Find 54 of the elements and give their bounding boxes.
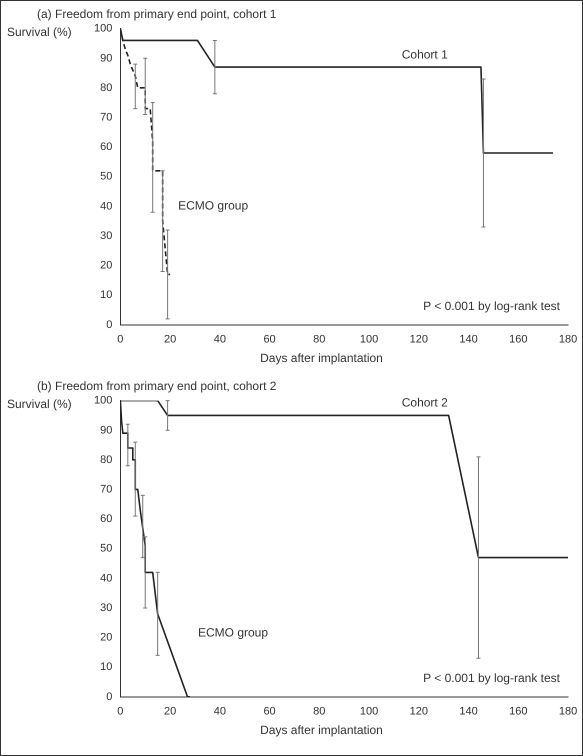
y-tick-label: 40 (100, 572, 112, 584)
x-tick-label: 120 (410, 333, 428, 346)
x-tick-label: 160 (509, 705, 528, 718)
x-tick-label: 140 (459, 705, 478, 718)
x-tick-label: 180 (558, 705, 578, 718)
x-tick-label: 100 (360, 705, 378, 718)
chart-title: (a) Freedom from primary end point, cohort 1 (37, 7, 276, 21)
y-tick-label: 20 (100, 260, 112, 272)
annotation: P < 0.001 by log-rank test (423, 671, 561, 686)
y-tick-label: 60 (100, 141, 112, 154)
y-tick-label: 20 (100, 632, 112, 644)
x-tick-label: 0 (117, 705, 124, 718)
y-tick-label: 10 (100, 289, 112, 302)
series-label: ECMO group (178, 198, 248, 213)
y-tick-label: 90 (100, 52, 112, 64)
y-tick-label: 60 (100, 513, 112, 526)
y-tick-label: 70 (100, 111, 112, 124)
y-tick-label: 80 (100, 82, 112, 94)
x-tick-label: 100 (360, 333, 378, 346)
x-axis-title: Days after implantation (259, 723, 384, 737)
x-tick-label: 60 (263, 333, 276, 346)
x-tick-label: 80 (313, 333, 326, 346)
y-tick-label: 40 (100, 200, 112, 212)
y-tick-label: 30 (100, 230, 112, 242)
x-tick-label: 60 (263, 705, 276, 718)
x-tick-label: 160 (509, 333, 528, 346)
series-label: Cohort 2 (402, 396, 448, 410)
y-tick-label: 90 (100, 424, 112, 436)
chart-title: (b) Freedom from primary end point, cohort 2 (37, 379, 276, 393)
x-tick-label: 20 (164, 705, 176, 718)
y-axis-title: Survival (%) (7, 397, 72, 411)
y-tick-label: 50 (100, 170, 112, 183)
y-tick-label: 10 (100, 661, 112, 674)
y-axis-title: Survival (%) (7, 25, 72, 39)
x-tick-label: 180 (558, 333, 578, 346)
x-tick-label: 140 (459, 333, 478, 346)
y-tick-label: 50 (100, 542, 112, 555)
text: ECMO group (198, 626, 268, 640)
x-tick-label: 120 (410, 705, 428, 718)
y-tick-label: 30 (100, 602, 112, 614)
x-tick-label: 80 (313, 705, 326, 718)
y-tick-label: 0 (106, 690, 112, 703)
y-tick-label: 70 (100, 483, 112, 496)
x-axis-title: Days after implantation (259, 351, 384, 365)
y-tick-label: 100 (94, 394, 112, 407)
x-tick-label: 40 (214, 705, 226, 718)
annotation: P < 0.001 by log-rank test (423, 299, 561, 314)
series-label: Cohort 1 (402, 47, 448, 62)
x-tick-label: 40 (214, 333, 226, 346)
x-tick-label: 20 (164, 333, 176, 346)
y-tick-label: 0 (106, 318, 112, 331)
x-tick-label: 0 (117, 333, 124, 346)
y-tick-label: 80 (100, 454, 112, 466)
y-tick-label: 100 (94, 22, 112, 35)
